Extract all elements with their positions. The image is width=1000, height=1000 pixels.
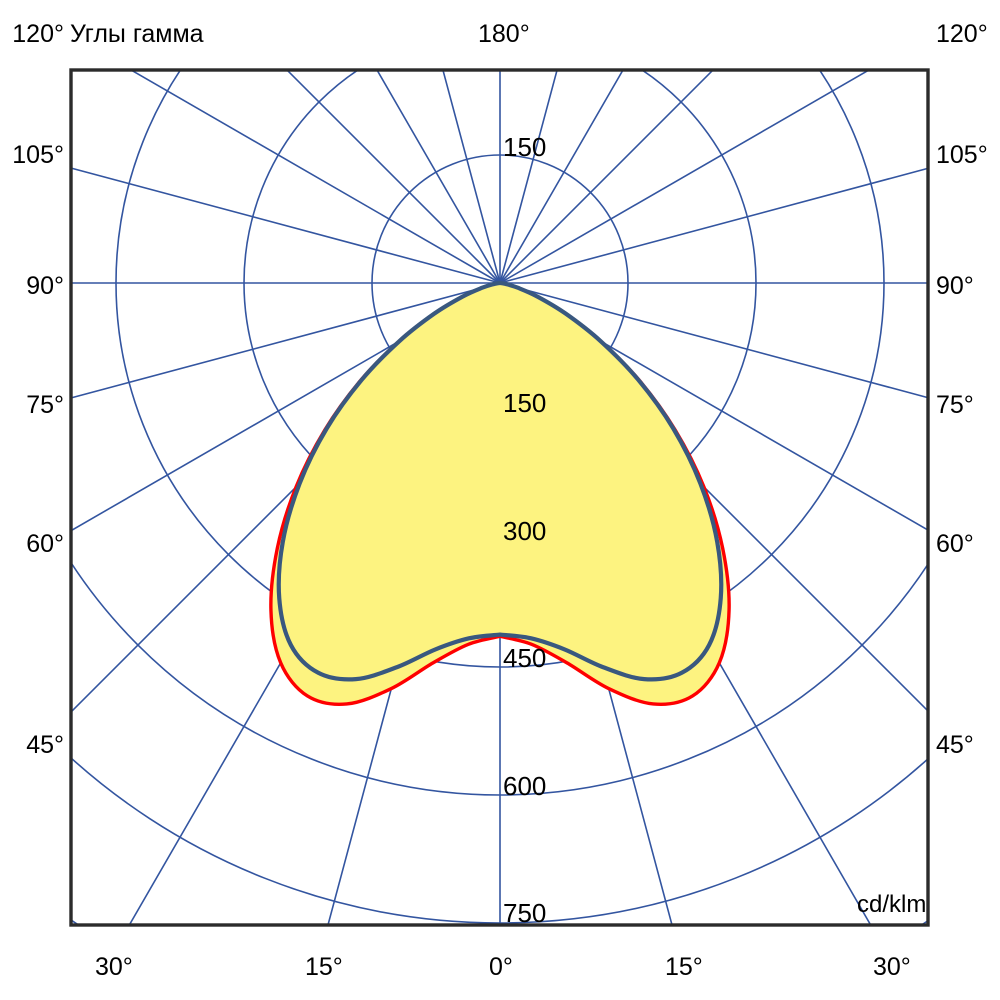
radial-tick-0-150: 150 bbox=[503, 132, 547, 162]
gamma-label-right-60: 60° bbox=[936, 530, 974, 558]
gamma-label-bottom-3: 15° bbox=[665, 953, 703, 981]
gamma-label-right-90: 90° bbox=[936, 272, 974, 300]
gamma-label-right-45: 45° bbox=[936, 731, 974, 759]
axis-label-top: 180° bbox=[478, 20, 530, 48]
gamma-label-bottom-2: 0° bbox=[489, 953, 513, 981]
gamma-label-right-120: 120° bbox=[936, 20, 988, 48]
gamma-label-right-75: 75° bbox=[936, 391, 974, 419]
gamma-label-left-120: 120° bbox=[12, 20, 64, 48]
page-title: Углы гамма bbox=[70, 20, 204, 48]
gamma-label-bottom-4: 30° bbox=[873, 953, 911, 981]
gamma-label-left-45: 45° bbox=[26, 731, 64, 759]
gamma-label-bottom-0: 30° bbox=[95, 953, 133, 981]
gamma-label-left-90: 90° bbox=[26, 272, 64, 300]
gamma-label-bottom-1: 15° bbox=[305, 953, 343, 981]
gamma-label-right-105: 105° bbox=[936, 141, 988, 169]
radial-tick-2-300: 300 bbox=[503, 516, 547, 546]
gamma-label-left-60: 60° bbox=[26, 530, 64, 558]
radial-tick-4-600: 600 bbox=[503, 771, 547, 801]
radial-tick-5-750: 750 bbox=[503, 898, 547, 928]
intensity-curves bbox=[269, 280, 731, 706]
radial-tick-3-450: 450 bbox=[503, 643, 547, 673]
plot-frame bbox=[69, 68, 930, 927]
unit-label: cd/klm bbox=[857, 891, 927, 918]
radial-tick-1-150: 150 bbox=[503, 388, 547, 418]
gamma-label-left-75: 75° bbox=[26, 391, 64, 419]
gamma-label-left-105: 105° bbox=[12, 141, 64, 169]
